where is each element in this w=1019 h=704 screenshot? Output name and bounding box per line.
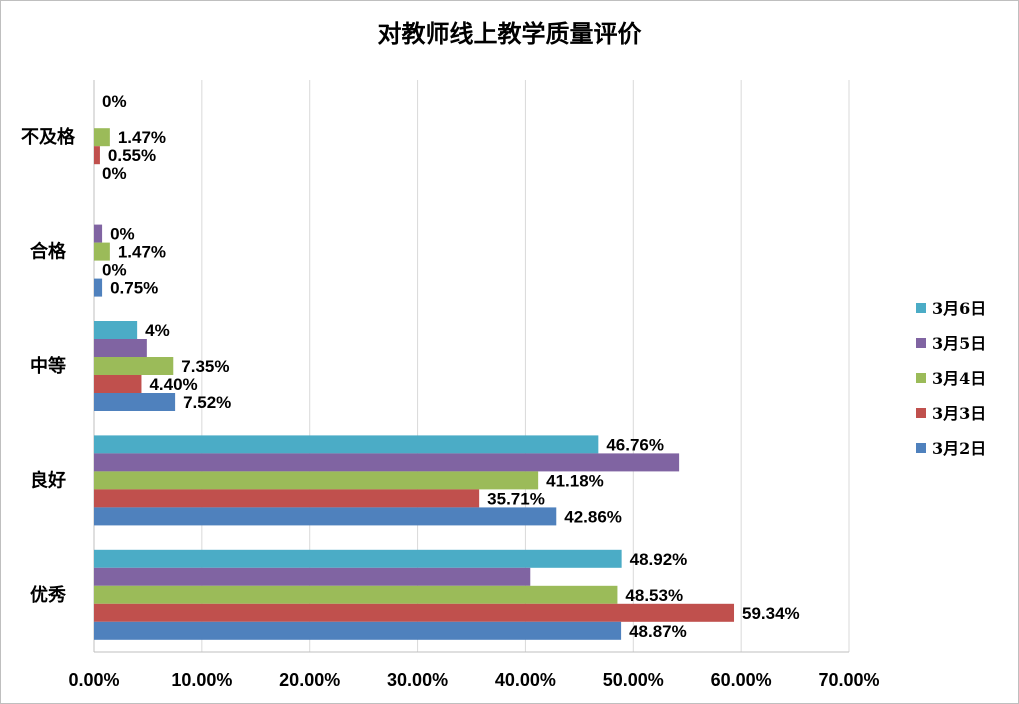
data-label: 7.52% <box>183 393 231 412</box>
x-tick-label: 50.00% <box>603 670 664 690</box>
data-label: 1.47% <box>118 128 166 147</box>
bar <box>94 224 103 243</box>
bar <box>94 621 622 640</box>
x-tick-label: 10.00% <box>171 670 232 690</box>
x-tick-label: 40.00% <box>495 670 556 690</box>
legend-label: 3月2日 <box>932 439 986 458</box>
bar <box>94 128 110 147</box>
bar <box>94 278 103 297</box>
x-tick-label: 20.00% <box>279 670 340 690</box>
x-tick-label: 70.00% <box>818 670 879 690</box>
data-label: 7.35% <box>181 357 229 376</box>
bar <box>94 375 142 393</box>
data-label: 35.71% <box>487 489 545 508</box>
bar <box>94 489 480 508</box>
legend-label: 3月3日 <box>932 404 986 423</box>
data-label: 46.76% <box>606 435 664 454</box>
legend-label: 3月4日 <box>932 369 986 388</box>
legend-label: 3月5日 <box>932 334 986 353</box>
data-label: 4.40% <box>149 375 197 394</box>
bar <box>94 585 618 604</box>
data-label: 0% <box>102 164 127 183</box>
bar <box>94 146 100 165</box>
data-label: 48.87% <box>629 622 687 641</box>
category-label: 合格 <box>30 241 67 263</box>
data-label: 0.75% <box>110 279 158 298</box>
bar <box>94 435 599 454</box>
data-label: 59.34% <box>742 604 800 623</box>
data-label: 48.53% <box>625 586 683 605</box>
bar <box>94 507 557 526</box>
category-label: 不及格 <box>21 126 76 148</box>
bar <box>94 393 176 411</box>
legend-swatch <box>916 373 926 383</box>
data-label: 0% <box>110 225 135 244</box>
bar <box>94 603 735 622</box>
bar <box>94 471 539 490</box>
bar <box>94 549 622 568</box>
x-tick-label: 30.00% <box>387 670 448 690</box>
legend-swatch <box>916 303 926 313</box>
data-label: 42.86% <box>564 507 622 526</box>
data-label: 0.55% <box>108 146 156 165</box>
bar <box>94 242 110 261</box>
x-tick-label: 60.00% <box>711 670 772 690</box>
legend-label: 3月6日 <box>932 299 986 318</box>
legend-swatch <box>916 408 926 418</box>
data-label: 48.92% <box>630 550 688 569</box>
chart-title: 对教师线上教学质量评价 <box>377 19 642 48</box>
data-label: 1.47% <box>118 243 166 262</box>
bar <box>94 321 138 339</box>
data-label: 41.18% <box>546 471 604 490</box>
bar <box>94 357 174 375</box>
category-label: 优秀 <box>30 584 66 606</box>
bar <box>94 567 531 586</box>
x-tick-label: 0.00% <box>68 670 119 690</box>
bar <box>94 339 147 357</box>
data-label: 4% <box>145 321 170 340</box>
legend-swatch <box>916 338 926 348</box>
data-label: 0% <box>102 92 127 111</box>
category-label: 中等 <box>30 355 66 377</box>
data-label: 0% <box>102 261 127 280</box>
category-label: 良好 <box>30 469 66 491</box>
legend-swatch <box>916 443 926 453</box>
bar <box>94 453 680 472</box>
